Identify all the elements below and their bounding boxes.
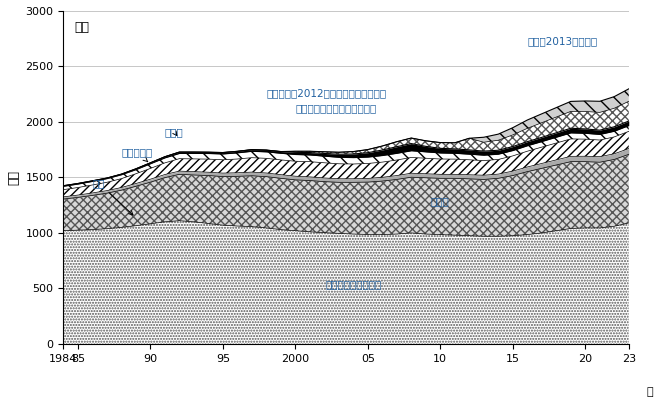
Text: 労働者派遣事業所の派遣社員: 労働者派遣事業所の派遣社員 bbox=[295, 103, 376, 113]
Y-axis label: 万人: 万人 bbox=[7, 170, 20, 185]
Text: 年: 年 bbox=[646, 387, 653, 397]
Text: 女性: 女性 bbox=[74, 21, 89, 34]
Text: その他: その他 bbox=[164, 127, 184, 137]
Text: 嘱託（2013年以降）: 嘱託（2013年以降） bbox=[527, 36, 597, 46]
Text: 契約社員（2012年以前は嘱託を含む）: 契約社員（2012年以前は嘱託を含む） bbox=[266, 88, 386, 98]
Text: 役員: 役員 bbox=[92, 178, 133, 215]
Text: 正規の職員・従業員: 正規の職員・従業員 bbox=[325, 279, 382, 289]
Text: アルバイト: アルバイト bbox=[121, 147, 153, 162]
Text: パート: パート bbox=[431, 196, 449, 206]
